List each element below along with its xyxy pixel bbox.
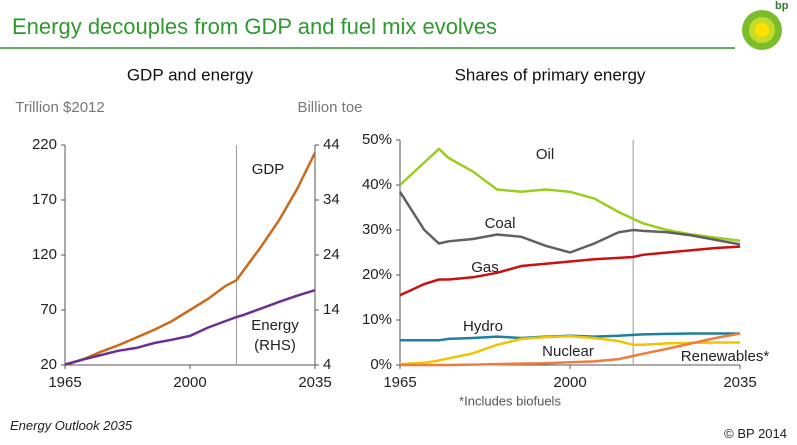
series-line bbox=[64, 152, 317, 367]
note: *Includes biofuels bbox=[459, 393, 561, 408]
logo-text: bp bbox=[775, 0, 789, 12]
x-tick-label: 2035 bbox=[298, 374, 331, 391]
series-label: Coal bbox=[485, 215, 516, 232]
y2-tick-label: 44 bbox=[323, 136, 340, 153]
y-tick-label: 10% bbox=[362, 311, 392, 328]
x-tick-label: 1965 bbox=[383, 374, 416, 391]
series-line bbox=[64, 289, 316, 366]
footer-left: Energy Outlook 2035 bbox=[10, 418, 133, 433]
series-line bbox=[400, 332, 741, 367]
y-tick-label: 50% bbox=[362, 131, 392, 148]
y-axis-label: Trillion $2012 bbox=[15, 99, 105, 116]
y2-axis-label: Billion toe bbox=[297, 99, 362, 116]
series-line bbox=[399, 334, 740, 366]
series-label: Renewables* bbox=[681, 348, 770, 365]
y2-tick-label: 34 bbox=[323, 191, 340, 208]
y-tick-label: 220 bbox=[32, 136, 57, 153]
chart-title: GDP and energy bbox=[127, 65, 254, 84]
series-line bbox=[399, 147, 741, 243]
y2-tick-label: 14 bbox=[323, 301, 340, 318]
page-title: Energy decouples from GDP and fuel mix e… bbox=[12, 14, 497, 39]
footer-right: © BP 2014 bbox=[724, 426, 787, 441]
y-tick-label: 20% bbox=[362, 266, 392, 283]
x-tick-label: 2000 bbox=[553, 374, 586, 391]
y-tick-label: 40% bbox=[362, 176, 392, 193]
y-tick-label: 20 bbox=[40, 356, 57, 373]
series-label: Oil bbox=[536, 146, 554, 163]
x-tick-label: 2035 bbox=[723, 374, 756, 391]
y-tick-label: 120 bbox=[32, 246, 57, 263]
series-label: Nuclear bbox=[542, 343, 594, 360]
x-tick-label: 2000 bbox=[173, 374, 206, 391]
x-tick-label: 1965 bbox=[48, 374, 81, 391]
series-line bbox=[399, 245, 741, 297]
series-label: Gas bbox=[471, 259, 499, 276]
logo: bp bbox=[742, 0, 789, 50]
y-tick-label: 170 bbox=[32, 191, 57, 208]
y2-tick-label: 24 bbox=[323, 246, 340, 263]
y-tick-label: 0% bbox=[370, 356, 392, 373]
series-label: Energy (RHS) bbox=[251, 317, 299, 354]
y-tick-label: 30% bbox=[362, 221, 392, 238]
series-label: Hydro bbox=[463, 318, 503, 335]
y-tick-label: 70 bbox=[40, 301, 57, 318]
series-line bbox=[398, 191, 741, 254]
y2-tick-label: 4 bbox=[323, 356, 331, 373]
chart-title: Shares of primary energy bbox=[455, 65, 646, 84]
series-label: GDP bbox=[252, 161, 285, 178]
